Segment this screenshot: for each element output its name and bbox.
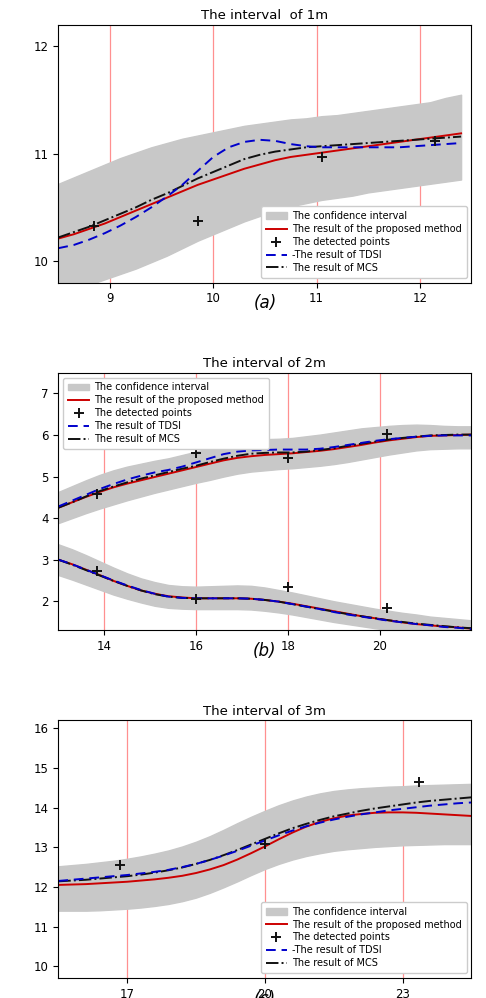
Text: (c): (c) [254, 990, 276, 998]
Legend: The confidence interval, The result of the proposed method, The detected points,: The confidence interval, The result of t… [261, 207, 467, 277]
Legend: The confidence interval, The result of the proposed method, The detected points,: The confidence interval, The result of t… [261, 902, 467, 973]
Text: (a): (a) [253, 294, 277, 312]
Text: (b): (b) [253, 642, 277, 660]
Title: The interval of 3m: The interval of 3m [204, 705, 326, 718]
Title: The interval  of 1m: The interval of 1m [201, 9, 329, 22]
Legend: The confidence interval, The result of the proposed method, The detected points,: The confidence interval, The result of t… [63, 377, 269, 449]
Title: The interval of 2m: The interval of 2m [204, 357, 326, 370]
